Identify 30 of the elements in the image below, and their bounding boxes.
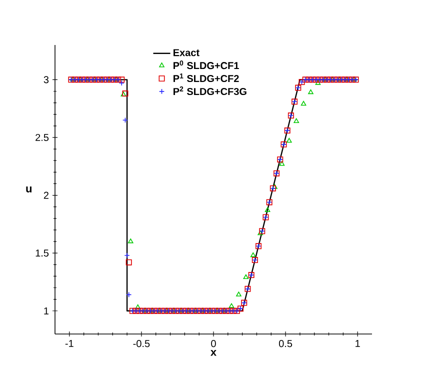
y-tick-label: 1.5 [36, 250, 49, 257]
point [264, 207, 270, 212]
point [315, 80, 321, 85]
point [272, 184, 278, 189]
legend-label: Exact [174, 49, 200, 56]
y-axis-title: u [26, 186, 32, 192]
point [236, 292, 242, 296]
point [128, 238, 134, 244]
point [300, 100, 306, 106]
x-tick-label: -0.5 [133, 340, 150, 348]
y-tick-label: 2 [44, 192, 48, 199]
point [294, 118, 300, 123]
x-axis-title: x [210, 350, 216, 356]
legend-label: P$^{2}$ SLDG+CF3G [174, 86, 246, 96]
y-tick-label: 1 [44, 307, 48, 314]
point [228, 303, 234, 308]
point [308, 89, 314, 94]
legend-label: P$^{0}$ SLDG+CF1 [174, 60, 239, 70]
x-tick-label: -1 [65, 340, 74, 347]
y-tick-label: 3 [44, 76, 49, 84]
legend-label: P$^{1}$ SLDG+CF2 [174, 74, 239, 82]
x-tick-label: 1 [356, 340, 360, 347]
x-tick-label: 0.5 [278, 340, 292, 348]
point [135, 304, 141, 310]
point [279, 161, 285, 166]
y-tick-label: 2.5 [36, 134, 49, 142]
point [243, 274, 249, 280]
x-tick-label: 0 [211, 340, 216, 348]
point [286, 138, 292, 143]
point [250, 252, 256, 258]
